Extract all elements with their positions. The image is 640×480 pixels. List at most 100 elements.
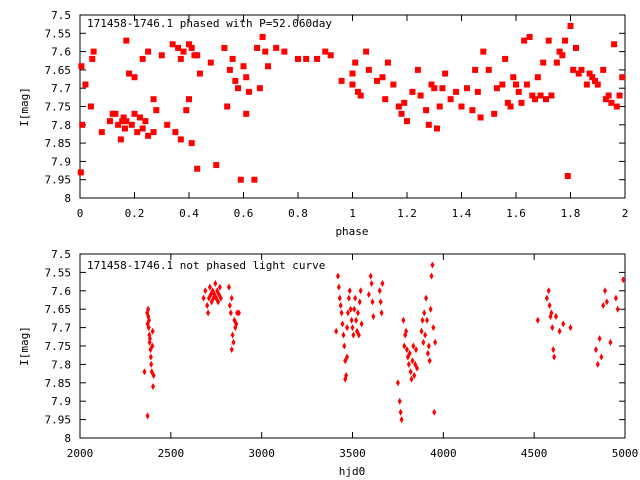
data-point (227, 302, 232, 310)
data-point (556, 48, 563, 55)
data-point (601, 302, 606, 310)
data-point (515, 88, 522, 95)
data-point (534, 74, 541, 81)
y-tick-label: 7.65 (45, 303, 72, 316)
data-point (229, 294, 234, 302)
data-point (499, 81, 506, 88)
data-point (616, 92, 623, 99)
data-point (164, 121, 171, 128)
data-point (369, 279, 374, 287)
data-point (374, 77, 381, 84)
data-point (420, 316, 425, 324)
data-point (402, 342, 407, 350)
data-point (477, 114, 484, 121)
y-tick-label: 7.75 (45, 101, 72, 114)
data-point (547, 302, 552, 310)
y-tick-label: 7.8 (51, 119, 71, 132)
data-point (430, 261, 435, 269)
y-tick-label: 7.55 (45, 266, 72, 279)
data-point (357, 298, 362, 306)
data-point (426, 342, 431, 350)
y-tick-label: 7.8 (51, 358, 71, 371)
data-point (213, 279, 218, 287)
data-point (548, 92, 555, 99)
data-point (379, 74, 386, 81)
y-tick-label: 7.95 (45, 414, 72, 427)
data-point (408, 368, 413, 376)
y-tick-label: 7.7 (51, 322, 71, 335)
x-tick-label: 3500 (339, 447, 366, 460)
data-point (546, 287, 551, 295)
data-point (379, 309, 384, 317)
data-point (243, 74, 250, 81)
x-axis-label: hjd0 (339, 465, 366, 478)
y-tick-label: 7.5 (51, 9, 71, 22)
data-point (262, 48, 269, 55)
data-point (146, 313, 151, 321)
data-point (251, 176, 258, 183)
data-point (433, 338, 438, 346)
data-point (421, 338, 426, 346)
data-point (378, 298, 383, 306)
data-point (561, 320, 566, 328)
y-tick-label: 8 (64, 432, 71, 445)
data-point (425, 349, 430, 357)
data-point (172, 129, 179, 136)
y-tick-label: 7.85 (45, 137, 72, 150)
data-point (281, 48, 288, 55)
data-point (429, 272, 434, 280)
data-point (358, 287, 363, 295)
data-point (128, 121, 135, 128)
data-point (207, 283, 212, 291)
data-point (226, 283, 231, 291)
data-point (439, 85, 446, 92)
data-point (412, 371, 417, 379)
data-point (78, 63, 85, 70)
data-point (235, 85, 242, 92)
data-point (150, 342, 155, 350)
y-tick-label: 7.95 (45, 174, 72, 187)
data-point (613, 103, 620, 110)
data-point (474, 88, 481, 95)
data-point (337, 294, 342, 302)
data-point (256, 85, 263, 92)
data-point (254, 44, 261, 51)
data-point (532, 96, 539, 103)
phased-light-curve-panel: 0 0.2 0.4 0.6 0.8 1 1.2 1.4 1.6 1.8 2 7.5 7.55 7.6 7.6… (18, 9, 628, 238)
data-point (428, 305, 433, 313)
data-point (213, 162, 220, 169)
data-point (322, 48, 329, 55)
x-tick-label: 1.8 (561, 207, 581, 220)
data-point (562, 37, 569, 44)
x-axis-label: phase (335, 225, 368, 238)
data-point (357, 92, 364, 99)
data-point (575, 70, 582, 77)
data-point (597, 335, 602, 343)
x-tick-label: 1.4 (452, 207, 472, 220)
data-point (382, 96, 389, 103)
data-point (549, 309, 554, 317)
data-point (147, 338, 152, 346)
data-point (352, 305, 357, 313)
y-tick-label: 7.9 (51, 155, 71, 168)
data-point (414, 364, 419, 372)
data-point (123, 37, 130, 44)
data-point (398, 110, 405, 117)
data-point (410, 357, 415, 365)
data-point (578, 66, 585, 73)
data-point (245, 88, 252, 95)
data-point (395, 103, 402, 110)
data-point (79, 121, 86, 128)
data-point (377, 287, 382, 295)
data-point (502, 55, 509, 62)
data-point (599, 353, 604, 361)
data-point (345, 309, 350, 317)
data-point (431, 324, 436, 332)
data-point (346, 294, 351, 302)
data-point (153, 107, 160, 114)
data-point (145, 132, 152, 139)
data-point (480, 48, 487, 55)
data-point (259, 33, 266, 40)
data-point (90, 48, 97, 55)
data-point (380, 279, 385, 287)
